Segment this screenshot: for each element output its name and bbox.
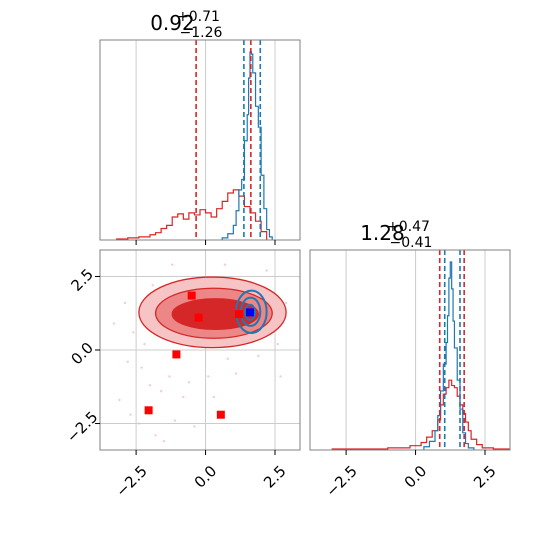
scatter-point-21 [162, 439, 166, 443]
bottom-right-x-tick-label-2: 2.5 [470, 462, 500, 492]
panel-bottom-right-title: 1.28 +0.47 −0.41 [360, 216, 435, 251]
scatter-point-30 [112, 322, 116, 325]
scatter-point-19 [129, 413, 132, 416]
panel-top-left-series [116, 51, 273, 240]
panel-top-left-grid [135, 40, 276, 240]
panel-top-left-ticks [135, 240, 276, 245]
panel-bottom-right-quantile-lines [438, 250, 465, 450]
marker-2 [234, 310, 243, 319]
scatter-point-25 [234, 372, 238, 375]
scatter-point-23 [187, 381, 191, 384]
scatter-point-9 [193, 425, 196, 428]
bottom-left-x-tick-label-2: 2.5 [260, 462, 290, 492]
bottom-left-y-tick-label-1: 0.0 [67, 339, 97, 369]
bottom-right-x-tick-label-1: 0.0 [401, 462, 431, 492]
scatter-point-13 [276, 342, 279, 346]
top-left-series-1 [221, 51, 273, 240]
panel-bottom-left-markers [144, 291, 254, 419]
panel-bottom-right-histogram: −2.5 0.0 2.5 1.28 +0.47 −0.41 [309, 216, 511, 501]
panel-bottom-left-grid [100, 250, 300, 450]
title-2-plus: +0.47 [387, 219, 430, 235]
panel-bottom-left-red-contours [138, 276, 287, 349]
scatter-point-2 [140, 366, 143, 369]
scatter-point-17 [171, 263, 174, 266]
bottom-right-series-0 [331, 379, 510, 450]
title-1-minus: −1.26 [180, 25, 223, 41]
panel-top-left-frame [99, 39, 301, 241]
scatter-point-12 [257, 354, 260, 358]
scatter-point-31 [126, 360, 129, 363]
panel-top-left-quantile-lines [195, 40, 262, 240]
scatter-point-29 [279, 375, 282, 378]
marker-1 [194, 313, 203, 322]
scatter-point-22 [173, 419, 177, 422]
scatter-point-11 [226, 357, 229, 361]
panel-bottom-right-frame [309, 249, 511, 451]
scatter-point-0 [123, 301, 127, 305]
scatter-point-4 [137, 422, 141, 425]
scatter-point-24 [212, 395, 216, 399]
marker-5 [216, 410, 225, 419]
scatter-point-5 [154, 434, 157, 437]
scatter-point-15 [265, 269, 268, 272]
panel-bottom-right-background [310, 250, 510, 450]
marker-6 [246, 308, 254, 317]
marker-0 [187, 291, 196, 300]
panel-top-left-title: 0.92 +0.71 −1.26 [150, 6, 225, 41]
blue-contour-2 [244, 303, 256, 321]
scatter-point-10 [207, 375, 210, 378]
bottom-left-x-tick-label-0: −2.5 [112, 462, 150, 500]
scatter-point-6 [159, 389, 163, 393]
bottom-left-x-tick-label-1: 0.0 [191, 462, 221, 492]
bottom-right-series-1 [423, 261, 475, 450]
panel-bottom-right-ticks: −2.5 0.0 2.5 [322, 450, 500, 501]
scatter-point-1 [132, 331, 135, 334]
top-left-series-0 [116, 189, 268, 240]
title-2-value: 1.28 [360, 221, 405, 245]
title-2-minus: −0.41 [390, 235, 433, 251]
panel-bottom-left-contour: −2.5 0.0 2.5 −2.5 0.0 2.5 [63, 249, 301, 501]
panel-bottom-right-grid [345, 250, 486, 450]
bottom-left-y-tick-label-2: 2.5 [67, 265, 97, 295]
scatter-point-16 [151, 284, 154, 287]
scatter-point-26 [143, 342, 146, 346]
scatter-point-7 [168, 375, 171, 378]
title-1-value: 0.92 [150, 11, 195, 35]
marker-3 [172, 350, 181, 359]
scatter-point-18 [223, 263, 227, 266]
scatter-point-14 [284, 301, 288, 305]
panel-bottom-right-series [331, 261, 510, 450]
bottom-right-x-tick-label-0: −2.5 [322, 462, 360, 500]
bottom-left-y-tick-label-0: −2.5 [63, 408, 101, 446]
title-1-plus: +0.71 [177, 9, 220, 25]
panel-top-left-histogram: 0.92 +0.71 −1.26 [99, 6, 301, 245]
scatter-point-3 [118, 398, 121, 402]
scatter-point-8 [182, 395, 185, 399]
marker-4 [144, 406, 153, 415]
scatter-point-20 [148, 384, 152, 387]
panel-top-left-background [100, 40, 300, 240]
